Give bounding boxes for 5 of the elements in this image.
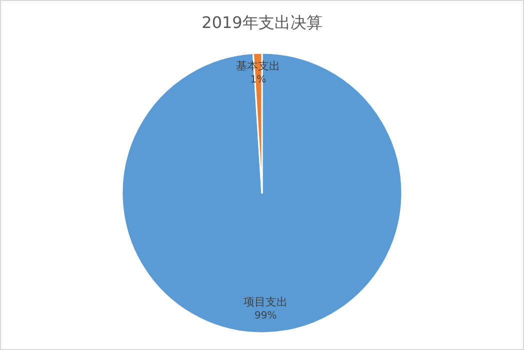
chart-title: 2019年支出决算 xyxy=(202,13,322,32)
data-label: 1% xyxy=(250,74,266,86)
slice-label: 项目支出 xyxy=(244,296,288,309)
data-label: 99% xyxy=(254,310,277,322)
pie-slice xyxy=(121,52,403,334)
